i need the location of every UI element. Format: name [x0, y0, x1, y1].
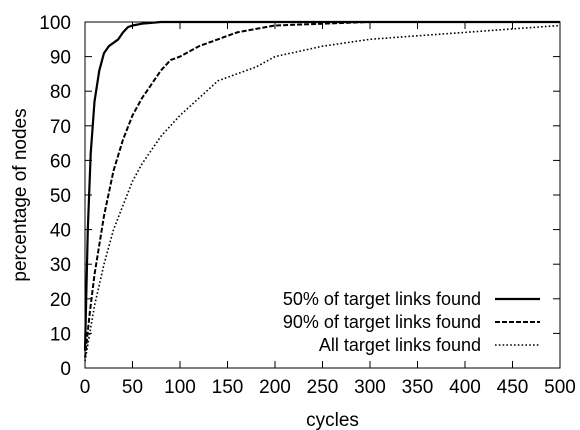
x-tick-label: 50	[122, 377, 143, 398]
x-tick-label: 150	[212, 377, 244, 398]
legend-label-3: All target links found	[319, 335, 481, 355]
y-tick-label: 30	[50, 255, 71, 276]
y-tick-label: 100	[39, 13, 71, 34]
series-line-3	[84, 24, 561, 362]
y-tick-label: 10	[50, 324, 71, 345]
x-tick-label: 100	[164, 377, 196, 398]
series-line-2	[84, 21, 560, 358]
y-tick-label: 90	[50, 48, 71, 69]
x-axis-title: cycles	[306, 410, 359, 430]
legend-label-2: 90% of target links found	[283, 312, 481, 332]
y-tick-label: 70	[50, 117, 71, 138]
x-tick-label: 450	[497, 377, 529, 398]
series-line-1	[83, 20, 560, 351]
x-tick-label: 250	[307, 377, 339, 398]
x-tick-label: 350	[402, 377, 434, 398]
y-tick-label: 80	[50, 82, 71, 103]
x-tick-label: 0	[80, 377, 91, 398]
x-tick-label: 400	[449, 377, 481, 398]
legend-label-1: 50% of target links found	[283, 289, 481, 309]
y-tick-label: 40	[50, 221, 71, 242]
y-tick-label: 50	[50, 186, 71, 207]
y-tick-label: 60	[50, 151, 71, 172]
x-tick-label: 300	[354, 377, 386, 398]
y-tick-label: 0	[60, 359, 71, 380]
x-tick-label: 200	[259, 377, 291, 398]
x-tick-label: 500	[544, 377, 576, 398]
y-axis-title: percentage of nodes	[10, 108, 31, 281]
y-tick-label: 20	[50, 290, 71, 311]
